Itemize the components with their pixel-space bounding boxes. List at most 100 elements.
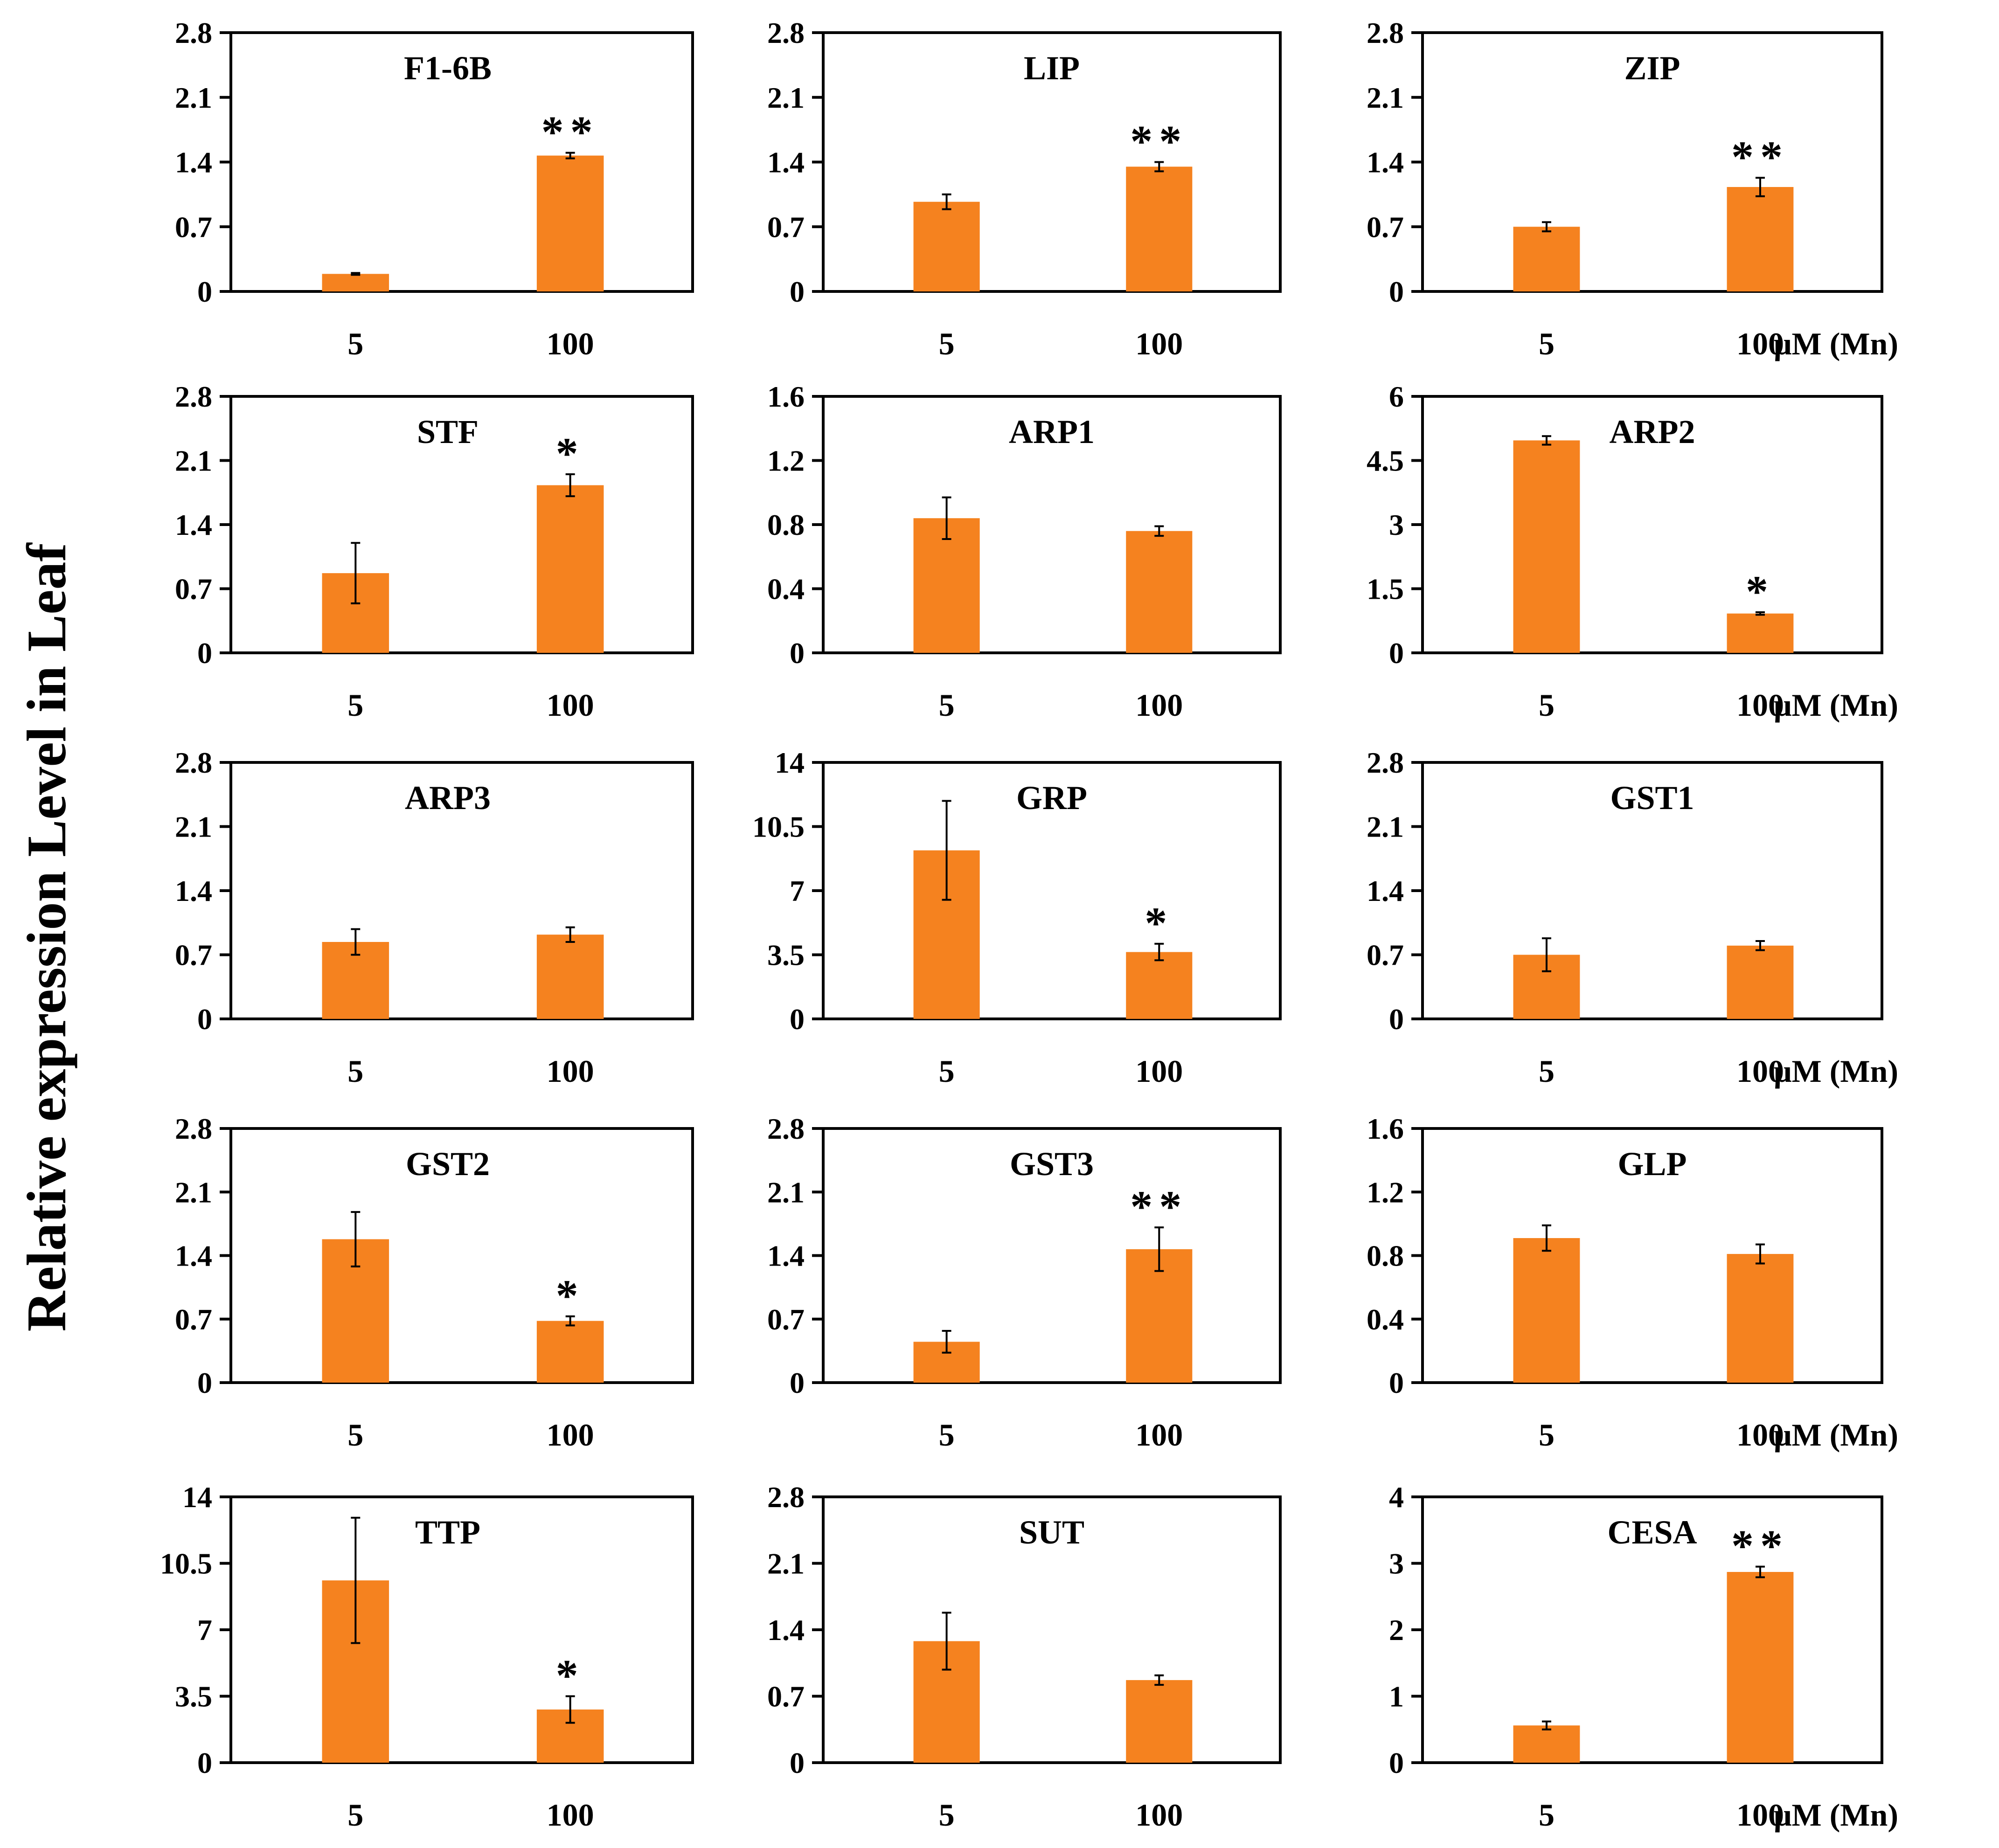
y-tick-label: 0.4 [767,573,805,606]
chart-panel-sut: 0 0.7 1.4 2.1 2.8 5 100 SUT [767,1481,1282,1833]
x-tick-label: 100 [1736,687,1784,723]
y-tick-label: 2.8 [175,746,212,779]
chart-panel-lip: 0 0.7 1.4 2.1 2.8 5 ** 100 LIP [767,16,1282,361]
y-tick-label: 0 [790,1746,805,1779]
y-tick-label: 3 [1389,1547,1404,1580]
y-tick-label: 0.7 [175,210,212,243]
bar-5 [1513,440,1580,653]
chart-panel-stf: 0 0.7 1.4 2.1 2.8 5 * 100 STF [175,380,694,723]
y-tick-label: 1.4 [767,146,805,179]
y-tick-label: 1.4 [767,1613,805,1647]
x-tick-label: 100 [1135,1053,1183,1089]
y-tick-label: 0.7 [1367,210,1404,243]
x-tick-label: 5 [347,687,363,723]
bar-100 [1727,945,1794,1019]
y-tick-label: 2.1 [1367,81,1404,114]
y-tick-label: 1.4 [767,1239,805,1273]
y-tick-label: 0 [197,275,212,308]
y-tick-label: 1.6 [767,380,805,413]
x-tick-label: 100 [547,687,594,723]
y-tick-label: 0.7 [175,573,212,606]
significance-marker: ** [1130,1182,1188,1232]
chart-title: GLP [1617,1145,1687,1183]
chart-panel-f1-6b: 0 0.7 1.4 2.1 2.8 5 ** 100 F1-6B [175,16,694,361]
y-tick-label: 1.4 [1367,146,1404,179]
bar-5 [322,274,389,291]
y-tick-label: 2.8 [175,16,212,49]
x-tick-label: 5 [939,1797,955,1833]
x-tick-label: 5 [1539,1797,1555,1833]
y-tick-label: 2.1 [175,1176,212,1209]
significance-marker: ** [1731,132,1789,182]
y-tick-label: 2.8 [175,1112,212,1145]
y-tick-label: 1.2 [1367,1176,1404,1209]
bar-5 [913,518,980,653]
chart-panel-cesa: 0 1 2 3 4 5 ** 100 CESA μM (Mn) [1389,1481,1898,1833]
y-tick-label: 0 [197,1746,212,1779]
y-tick-label: 2.1 [767,1547,805,1580]
bar-5 [1513,1238,1580,1383]
y-tick-label: 0 [197,637,212,670]
chart-title: GST3 [1010,1145,1094,1183]
x-tick-label: 5 [939,1053,955,1089]
x-tick-label: 5 [1539,1053,1555,1089]
y-tick-label: 0 [790,1003,805,1036]
y-tick-label: 3 [1389,508,1404,541]
significance-marker: * [556,429,585,478]
y-tick-label: 4.5 [1367,444,1404,478]
y-tick-label: 0 [1389,1746,1404,1779]
y-tick-label: 0.8 [767,508,805,541]
bar-100 [1126,531,1193,653]
y-tick-label: 1.4 [175,508,212,541]
x-tick-label: 5 [347,1797,363,1833]
y-tick-label: 0.4 [1367,1303,1404,1336]
bar-100 [536,155,604,291]
bar-100 [1126,1680,1193,1763]
y-tick-label: 0.8 [1367,1239,1404,1273]
y-tick-label: 0.7 [767,1303,805,1336]
x-tick-label: 5 [939,326,955,361]
y-tick-label: 3.5 [175,1680,212,1713]
y-tick-label: 0.7 [175,939,212,972]
x-tick-label: 5 [1539,1417,1555,1453]
bar-5 [1513,1725,1580,1763]
unit-label: μM (Mn) [1774,687,1898,723]
unit-label: μM (Mn) [1774,1053,1898,1089]
y-tick-label: 0 [197,1003,212,1036]
y-tick-label: 1.4 [175,1239,212,1273]
chart-panel-arp1: 0 0.4 0.8 1.2 1.6 5 100 ARP1 [767,380,1282,723]
x-tick-label: 5 [939,1417,955,1453]
y-tick-label: 0 [197,1366,212,1399]
chart-title: GRP [1016,779,1087,817]
y-tick-label: 6 [1389,380,1404,413]
x-tick-label: 5 [347,1417,363,1453]
y-tick-label: 0 [790,1366,805,1399]
chart-panel-arp3: 0 0.7 1.4 2.1 2.8 5 100 ARP3 [175,746,694,1089]
x-tick-label: 100 [1736,1053,1784,1089]
y-tick-label: 2.8 [767,1112,805,1145]
significance-marker: ** [541,107,599,157]
y-tick-label: 2.1 [175,444,212,478]
x-tick-label: 5 [1539,326,1555,361]
y-tick-label: 2.1 [767,81,805,114]
chart-title: STF [417,413,479,450]
significance-marker: ** [1731,1521,1789,1571]
chart-title: ARP2 [1610,413,1695,450]
y-tick-label: 10.5 [752,810,805,844]
unit-label: μM (Mn) [1774,1797,1898,1833]
y-tick-label: 7 [197,1613,212,1647]
bar-100 [1126,952,1193,1019]
y-tick-label: 0.7 [175,1303,212,1336]
chart-panel-gst2: 0 0.7 1.4 2.1 2.8 5 * 100 GST2 [175,1112,694,1453]
y-tick-label: 2.8 [1367,16,1404,49]
chart-panel-gst3: 0 0.7 1.4 2.1 2.8 5 ** 100 GST3 [767,1112,1282,1453]
chart-title: ARP1 [1009,413,1095,450]
y-tick-label: 0.7 [767,210,805,243]
chart-panel-gst1: 0 0.7 1.4 2.1 2.8 5 100 GST1 μM (Mn) [1367,746,1898,1089]
y-tick-label: 0.7 [1367,939,1404,972]
chart-title: ZIP [1624,49,1680,87]
significance-marker: * [556,1651,585,1701]
chart-title: LIP [1024,49,1080,87]
